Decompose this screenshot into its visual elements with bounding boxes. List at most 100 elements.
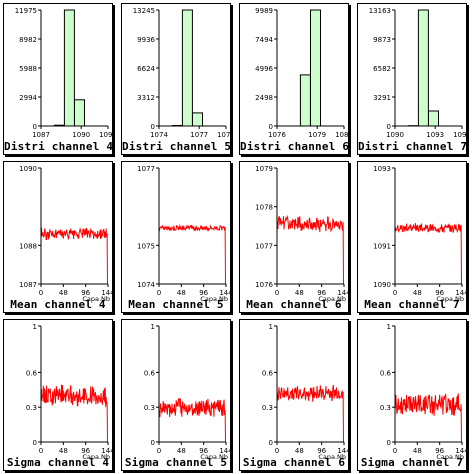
y-tick-label: 0.6 — [144, 369, 156, 377]
x-axis-label: Capa.Nb — [436, 295, 464, 303]
y-tick-label: 0 — [387, 123, 391, 131]
y-tick-label: 1074 — [137, 281, 155, 289]
chart-title: Distri channel 6 — [240, 140, 349, 153]
y-tick-label: 0.6 — [380, 369, 392, 377]
x-tick-label: 1090 — [386, 131, 404, 139]
chart-title: Mean channel 5 — [128, 298, 224, 311]
x-tick-label: 0 — [393, 289, 397, 297]
chart-title: Mean channel 7 — [364, 298, 460, 311]
x-tick-label: 144 — [455, 447, 467, 455]
y-tick-label: 1090 — [373, 281, 391, 289]
x-tick-label: 1077 — [190, 131, 208, 139]
y-tick-label: 0.6 — [262, 369, 274, 377]
y-tick-label: 0 — [151, 123, 155, 131]
y-tick-label: 13163 — [369, 7, 391, 15]
chart-title: Mean channel 4 — [10, 298, 106, 311]
line-chart-panel-7: 1079 1078 1077 1076 0 48 96 144 Capa.Nb Mean chan… — [239, 161, 349, 313]
y-tick-label: 0 — [387, 439, 391, 447]
histogram-bar — [192, 112, 203, 127]
y-tick-label: 2994 — [19, 94, 37, 102]
y-tick-label: 8982 — [19, 36, 37, 44]
x-tick-label: 1092 — [99, 131, 113, 139]
y-tick-label: 2498 — [255, 94, 273, 102]
x-tick-label: 1093 — [426, 131, 444, 139]
y-tick-label: 1 — [33, 323, 37, 331]
x-axis-label: Capa.Nb — [200, 295, 228, 303]
chart-title: Distri channel 7 — [358, 140, 467, 153]
histogram-bar — [310, 9, 321, 127]
y-tick-label: 3312 — [137, 94, 155, 102]
line-chart-panel-5: 1090 1088 1087 0 48 96 144 Capa.Nb Mean channel … — [3, 161, 113, 313]
x-tick-label: 0 — [393, 447, 397, 455]
chart-title: Distri channel 5 — [122, 140, 231, 153]
y-tick-label: 0.3 — [144, 404, 155, 412]
x-tick-label: 96 — [81, 289, 90, 297]
y-tick-label: 1077 — [137, 165, 155, 173]
x-tick-label: 144 — [101, 447, 113, 455]
line-chart-panel-10: 1 0.6 0.3 0 0 48 96 144 Capa.Nb Sigma channel 5 — [121, 319, 231, 471]
histogram-bar — [428, 110, 439, 127]
y-tick-label: 1078 — [255, 204, 273, 212]
y-tick-label: 0 — [151, 439, 155, 447]
y-tick-label: 0.3 — [26, 404, 37, 412]
x-tick-label: 0 — [157, 447, 161, 455]
x-tick-label: 96 — [435, 447, 444, 455]
x-tick-label: 48 — [59, 289, 68, 297]
x-tick-label: 48 — [413, 447, 422, 455]
series-line — [158, 397, 226, 443]
series-line — [276, 214, 344, 285]
x-tick-label: 1090 — [72, 131, 90, 139]
x-tick-label: 1087 — [32, 131, 50, 139]
x-tick-label: 48 — [295, 447, 304, 455]
series-line — [40, 384, 108, 443]
x-tick-label: 1095 — [453, 131, 467, 139]
x-tick-label: 96 — [199, 447, 208, 455]
histogram-bar — [299, 74, 311, 127]
histogram-bar — [63, 9, 75, 127]
y-tick-label: 1 — [269, 323, 273, 331]
chart-title: Sigma channel 6 — [242, 456, 346, 469]
x-tick-label: 0 — [39, 447, 43, 455]
x-tick-label: 48 — [295, 289, 304, 297]
series-line — [40, 226, 108, 285]
y-tick-label: 1091 — [373, 242, 391, 250]
y-tick-label: 0 — [269, 439, 273, 447]
y-tick-label: 1093 — [373, 165, 391, 173]
x-tick-label: 144 — [101, 289, 113, 297]
y-tick-label: 1076 — [255, 281, 273, 289]
y-tick-label: 13245 — [133, 7, 155, 15]
chart-title: Sigma channel 5 — [124, 456, 228, 469]
x-tick-label: 48 — [59, 447, 68, 455]
histogram-bar — [74, 99, 85, 127]
x-tick-label: 0 — [275, 447, 279, 455]
y-tick-label: 1077 — [255, 242, 273, 250]
series-line — [394, 222, 462, 285]
x-axis-label: Capa.Nb — [82, 295, 110, 303]
x-tick-label: 96 — [199, 289, 208, 297]
line-chart-panel-8: 1093 1091 1090 0 48 96 144 Capa.Nb Mean channel … — [357, 161, 467, 313]
y-tick-label: 0.3 — [262, 404, 273, 412]
x-tick-label: 1081 — [335, 131, 349, 139]
y-tick-label: 0.3 — [380, 404, 391, 412]
x-tick-label: 144 — [337, 447, 349, 455]
x-axis-label: Capa.Nb — [200, 453, 228, 461]
y-tick-label: 0 — [33, 439, 37, 447]
x-tick-label: 144 — [455, 289, 467, 297]
x-tick-label: 144 — [337, 289, 349, 297]
x-tick-label: 144 — [219, 289, 231, 297]
line-chart-panel-9: 1 0.6 0.3 0 0 48 96 144 Capa.Nb Sigma channel 4 — [3, 319, 113, 471]
x-axis-label: Capa.Nb — [82, 453, 110, 461]
x-tick-label: 1079 — [217, 131, 231, 139]
x-tick-label: 0 — [275, 289, 279, 297]
line-chart-panel-6: 1077 1075 1074 0 48 96 144 Capa.Nb Mean channel … — [121, 161, 231, 313]
